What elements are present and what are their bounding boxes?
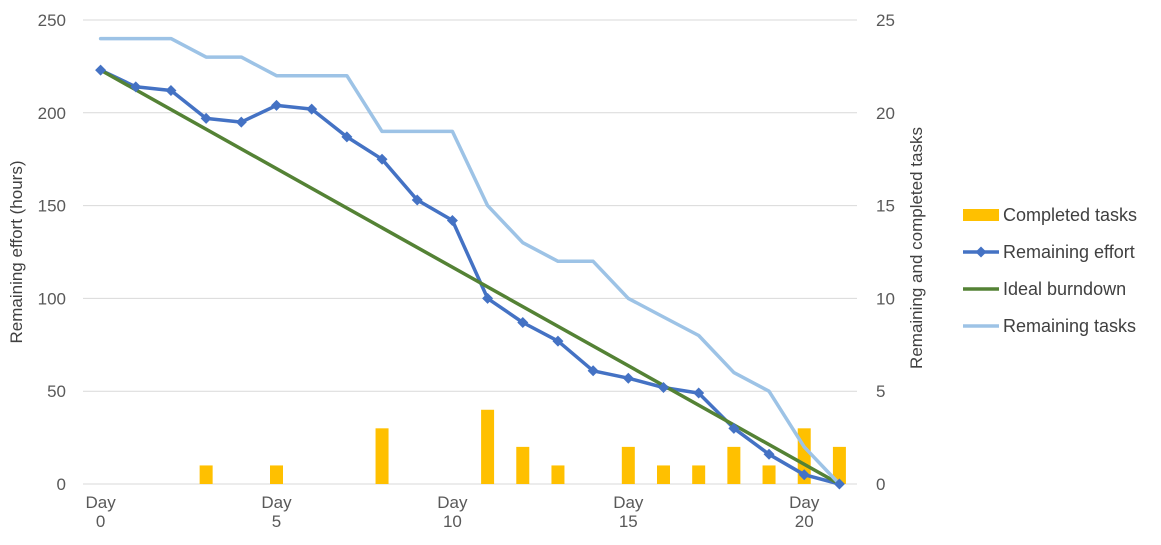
x-tick-label-line1: Day (85, 493, 116, 512)
legend-entry: Remaining effort (963, 242, 1135, 262)
x-tick-label-line1: Day (789, 493, 820, 512)
legend-entry: Completed tasks (963, 205, 1137, 225)
remaining-effort-point (517, 317, 529, 329)
remaining-effort-point (165, 85, 177, 97)
remaining-effort-line (98, 68, 842, 486)
gridlines (83, 19, 857, 485)
y2-tick-label: 10 (876, 289, 895, 308)
x-tick-label-line2: 20 (795, 512, 814, 531)
legend-entry: Ideal burndown (963, 279, 1126, 299)
completed-tasks-bar (516, 446, 530, 484)
x-tick-label-line1: Day (261, 493, 292, 512)
remaining-effort-markers (95, 64, 845, 490)
y-tick-label: 50 (47, 382, 66, 401)
y-tick-label: 100 (38, 289, 66, 308)
remaining-effort-point (235, 116, 247, 128)
x-tick-label-line1: Day (613, 493, 644, 512)
x-tick-label-line2: 10 (443, 512, 462, 531)
completed-tasks-bar (481, 409, 495, 484)
remaining-effort-point (622, 372, 634, 384)
remaining-effort-point (693, 387, 705, 399)
remaining-tasks-line (98, 36, 842, 486)
remaining-effort-point (95, 64, 107, 76)
completed-tasks-bar (199, 465, 213, 484)
y-tick-label: 0 (57, 475, 66, 494)
remaining-effort-point (482, 292, 494, 304)
completed-tasks-bar (692, 465, 706, 484)
completed-tasks-bar (762, 465, 776, 484)
remaining-effort-point (763, 448, 775, 460)
remaining-effort-point (728, 422, 740, 434)
remaining-effort-point (587, 365, 599, 377)
legend-swatch-bar (963, 209, 999, 221)
x-tick-label-line2: 0 (96, 512, 105, 531)
remaining-effort-point (376, 153, 388, 165)
legend: Completed tasks Remaining effort Ideal bur… (963, 205, 1137, 336)
remaining-effort-point (200, 112, 212, 124)
completed-tasks-bar (375, 428, 389, 484)
y2-tick-label: 15 (876, 197, 895, 216)
completed-tasks-bar (832, 446, 846, 484)
completed-tasks-bar (551, 465, 565, 484)
legend-label: Completed tasks (1003, 205, 1137, 225)
remaining-effort-point (271, 99, 282, 111)
y-tick-label: 150 (38, 197, 66, 216)
y-tick-label: 200 (38, 104, 66, 123)
legend-label: Remaining effort (1003, 242, 1135, 262)
primary-y-axis-title: Remaining effort (hours) (7, 161, 26, 344)
x-tick-label-line2: 15 (619, 512, 638, 531)
series-lines (98, 36, 842, 486)
completed-tasks-bar (270, 465, 283, 484)
remaining-effort-point (446, 214, 458, 226)
remaining-effort-point (411, 194, 423, 206)
remaining-effort-point (798, 469, 810, 481)
legend-swatch-marker (975, 246, 987, 258)
completed-tasks-bar (621, 446, 635, 484)
remaining-effort-point (130, 81, 142, 93)
remaining-effort-point (658, 381, 669, 393)
remaining-effort-point (341, 131, 353, 143)
x-tick-label-line2: 5 (272, 512, 281, 531)
completed-tasks-bar (727, 446, 741, 484)
secondary-y-axis-title: Remaining and completed tasks (907, 127, 926, 369)
completed-tasks-bars (199, 409, 846, 484)
legend-label: Remaining tasks (1003, 316, 1136, 336)
remaining-effort-point (833, 478, 845, 490)
x-tick-label-line1: Day (437, 493, 468, 512)
y2-tick-label: 20 (876, 104, 895, 123)
y-tick-label: 250 (38, 11, 66, 30)
ideal-burndown-line (98, 68, 842, 486)
remaining-effort-point (552, 335, 564, 347)
primary-y-tick-labels: 0 50 100 150 200 250 (38, 11, 66, 494)
y2-tick-label: 25 (876, 11, 895, 30)
remaining-effort-point (306, 103, 318, 115)
legend-entry: Remaining tasks (963, 316, 1136, 336)
secondary-y-tick-labels: 0 5 10 15 20 25 (876, 11, 895, 494)
y2-tick-label: 0 (876, 475, 885, 494)
y2-tick-label: 5 (876, 382, 885, 401)
completed-tasks-bar (657, 465, 670, 484)
legend-label: Ideal burndown (1003, 279, 1126, 299)
